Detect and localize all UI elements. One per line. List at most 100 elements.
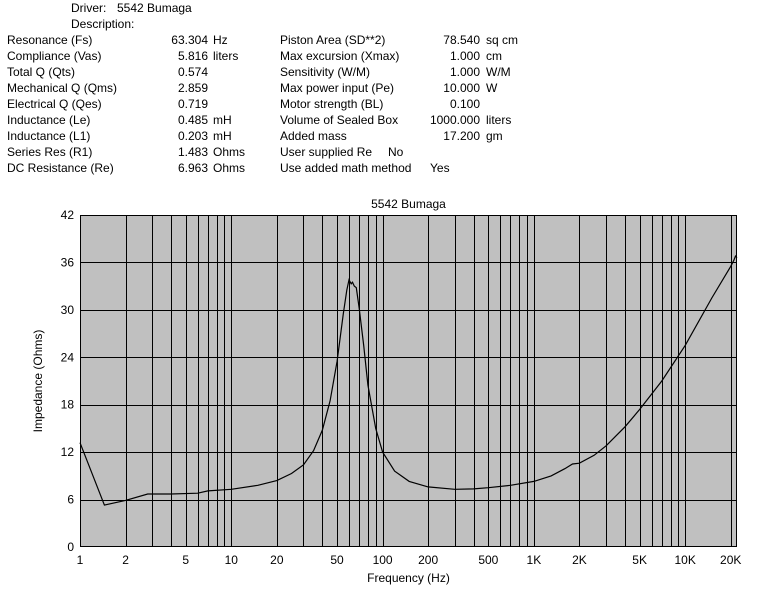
plot-area: [80, 215, 737, 547]
param-label: Max excursion (Xmax): [280, 49, 400, 63]
param-value: 17.200: [443, 129, 480, 143]
param-label: Piston Area (SD**2): [280, 33, 386, 47]
param-value: 63.304: [171, 33, 208, 47]
param-value: 0.203: [177, 129, 208, 143]
x-tick-label: 1: [77, 553, 84, 567]
y-tick-label: 0: [67, 540, 74, 554]
y-tick-label: 24: [61, 350, 75, 364]
y-tick-label: 12: [61, 445, 75, 459]
param-unit: Hz: [213, 33, 228, 47]
x-tick-label: 200: [418, 553, 438, 567]
param-value: 0.485: [177, 113, 208, 127]
x-tick-label: 500: [478, 553, 498, 567]
param-label: Inductance (Le): [7, 113, 91, 127]
plot-border: [80, 215, 737, 547]
param-unit: Ohms: [213, 161, 246, 175]
param-label: DC Resistance (Re): [7, 161, 114, 175]
param-row: Inductance (L1) 0.203 mH: [0, 128, 776, 144]
param-unit: W/M: [486, 65, 511, 79]
param-row: Sensitivity (W/M) 1.000 W/M: [0, 64, 776, 80]
param-label: Added mass: [280, 129, 347, 143]
y-tick-label: 30: [61, 303, 75, 317]
flag-value: Yes: [430, 161, 450, 175]
param-unit: liters: [486, 113, 512, 127]
flag-label: Use added math method: [280, 161, 412, 175]
driver-row: Driver: 5542 Bumaga: [0, 0, 776, 16]
param-label: Resonance (Fs): [7, 33, 93, 47]
x-tick-label: 2: [122, 553, 129, 567]
x-tick-label: 20: [270, 553, 284, 567]
grid-lines: [80, 215, 737, 547]
y-tick-label: 36: [61, 255, 75, 269]
flag-value: No: [388, 145, 404, 159]
x-axis-label: Frequency (Hz): [367, 571, 450, 585]
param-label: Max power input (Pe): [280, 81, 395, 95]
y-axis-label: Impedance (Ohms): [31, 330, 45, 433]
param-value: 78.540: [443, 33, 480, 47]
param-row: Volume of Sealed Box 1000.000 liters: [0, 112, 776, 128]
param-value: 1.000: [449, 65, 480, 79]
param-value: 10.000: [443, 81, 480, 95]
param-unit: cm: [486, 49, 502, 63]
param-value: 1000.000: [429, 113, 480, 127]
param-unit: liters: [213, 49, 239, 63]
param-unit: gm: [486, 129, 503, 143]
impedance-curve: [79, 255, 738, 506]
x-tick-label: 5K: [632, 553, 647, 567]
driver-label: Driver:: [71, 1, 107, 15]
param-label: Sensitivity (W/M): [280, 65, 370, 79]
x-tick-label: 5: [182, 553, 189, 567]
param-row: Motor strength (BL) 0.100: [0, 96, 776, 112]
param-label: Electrical Q (Qes): [7, 97, 102, 111]
param-row: Compliance (Vas) 5.816 liters: [0, 48, 776, 64]
param-row: Piston Area (SD**2) 78.540 sq cm: [0, 32, 776, 48]
param-row: Series Res (R1) 1.483 Ohms: [0, 144, 776, 160]
chart-title: 5542 Bumaga: [371, 197, 446, 211]
param-value: 0.100: [449, 97, 480, 111]
param-row: Total Q (Qts) 0.574: [0, 64, 776, 80]
param-label: Series Res (R1): [7, 145, 93, 159]
x-tick-label: 20K: [720, 553, 741, 567]
param-label: Volume of Sealed Box: [280, 113, 399, 127]
param-value: 0.719: [177, 97, 208, 111]
param-row: Mechanical Q (Qms) 2.859: [0, 80, 776, 96]
y-tick-label: 18: [61, 398, 75, 412]
param-label: Mechanical Q (Qms): [7, 81, 118, 95]
param-row: Max excursion (Xmax) 1.000 cm: [0, 48, 776, 64]
param-label: Total Q (Qts): [7, 65, 76, 79]
x-tick-label: 50: [330, 553, 344, 567]
param-label: Motor strength (BL): [280, 97, 384, 111]
x-tick-label: 10: [225, 553, 239, 567]
param-row: Added mass 17.200 gm: [0, 128, 776, 144]
param-unit: mH: [213, 113, 232, 127]
flag-label: User supplied Re: [280, 145, 373, 159]
description-label: Description:: [71, 17, 135, 31]
y-tick-label: 6: [67, 493, 74, 507]
flag-row: Use added math method Yes: [0, 160, 776, 176]
y-axis-ticks: 0 6 12 18 24 30 36 42: [61, 208, 75, 554]
x-tick-label: 10K: [675, 553, 696, 567]
param-row: Inductance (Le) 0.485 mH: [0, 112, 776, 128]
param-value: 2.859: [177, 81, 208, 95]
param-row: DC Resistance (Re) 6.963 Ohms: [0, 160, 776, 176]
param-value: 5.816: [177, 49, 208, 63]
param-row: Max power input (Pe) 10.000 W: [0, 80, 776, 96]
x-axis-ticks: 1 2 5 10 20 50 100 200 500 1K 2K 5K 10K 20K: [77, 553, 742, 567]
param-unit: Ohms: [213, 145, 246, 159]
param-label: Inductance (L1): [7, 129, 91, 143]
param-value: 6.963: [177, 161, 208, 175]
description-row: Description:: [0, 16, 776, 32]
x-tick-label: 1K: [527, 553, 542, 567]
param-unit: W: [486, 81, 498, 95]
param-value: 1.000: [449, 49, 480, 63]
x-tick-label: 2K: [572, 553, 587, 567]
flag-row: User supplied Re No: [0, 144, 776, 160]
param-unit: sq cm: [486, 33, 519, 47]
param-value: 1.483: [177, 145, 208, 159]
y-tick-label: 42: [61, 208, 75, 222]
param-unit: mH: [213, 129, 232, 143]
param-row: Electrical Q (Qes) 0.719: [0, 96, 776, 112]
param-row: Resonance (Fs) 63.304 Hz: [0, 32, 776, 48]
param-value: 0.574: [177, 65, 208, 79]
